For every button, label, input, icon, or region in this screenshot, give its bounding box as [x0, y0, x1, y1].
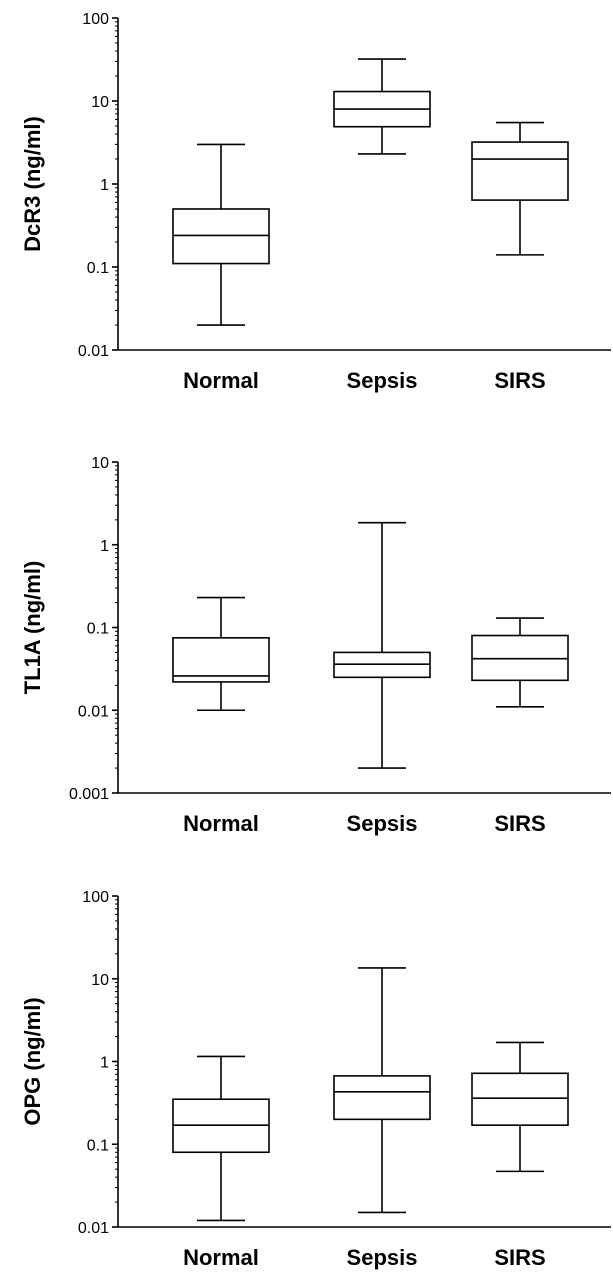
- panel-2-y-tick-label: 10: [91, 455, 109, 472]
- panel-3-y-axis-title: OPG (ng/ml): [20, 997, 45, 1125]
- panel-2-box: [172, 637, 270, 683]
- panel-1-category-label: SIRS: [494, 368, 545, 393]
- panel-3-y-tick-label: 10: [91, 972, 109, 989]
- panel-3-y-tick-label: 0.1: [87, 1137, 109, 1154]
- panel-1-box: [471, 141, 569, 201]
- panel-3-category-label: Normal: [183, 1245, 259, 1270]
- panel-3-box: [333, 1075, 431, 1121]
- panel-2-category-label: Normal: [183, 811, 259, 836]
- panel-1-y-axis-title: DcR3 (ng/ml): [20, 116, 45, 252]
- panel-2-y-tick-label: 1: [100, 538, 109, 555]
- panel-3-y-tick-label: 100: [82, 889, 109, 906]
- panel-2-category-label: Sepsis: [347, 811, 418, 836]
- panel-1-box: [172, 208, 270, 265]
- panel-1-y-tick-label: 100: [82, 11, 109, 28]
- panel-2-y-tick-label: 0.01: [78, 703, 109, 720]
- panel-2-y-axis-title: TL1A (ng/ml): [20, 561, 45, 695]
- panel-3-category-label: SIRS: [494, 1245, 545, 1270]
- panel-1-y-tick-label: 1: [100, 177, 109, 194]
- panel-1-y-tick-label: 0.1: [87, 260, 109, 277]
- panel-1-y-tick-label: 10: [91, 94, 109, 111]
- panel-1-y-tick-label: 0.01: [78, 343, 109, 360]
- panel-3-y-tick-label: 1: [100, 1055, 109, 1072]
- panel-1-category-label: Sepsis: [347, 368, 418, 393]
- panel-3-category-label: Sepsis: [347, 1245, 418, 1270]
- panel-2-y-tick-label: 0.1: [87, 621, 109, 638]
- panel-3-box: [471, 1072, 569, 1126]
- panel-2-y-tick-label: 0.001: [69, 786, 109, 803]
- panel-3-y-tick-label: 0.01: [78, 1220, 109, 1237]
- panel-1-category-label: Normal: [183, 368, 259, 393]
- panel-2-category-label: SIRS: [494, 811, 545, 836]
